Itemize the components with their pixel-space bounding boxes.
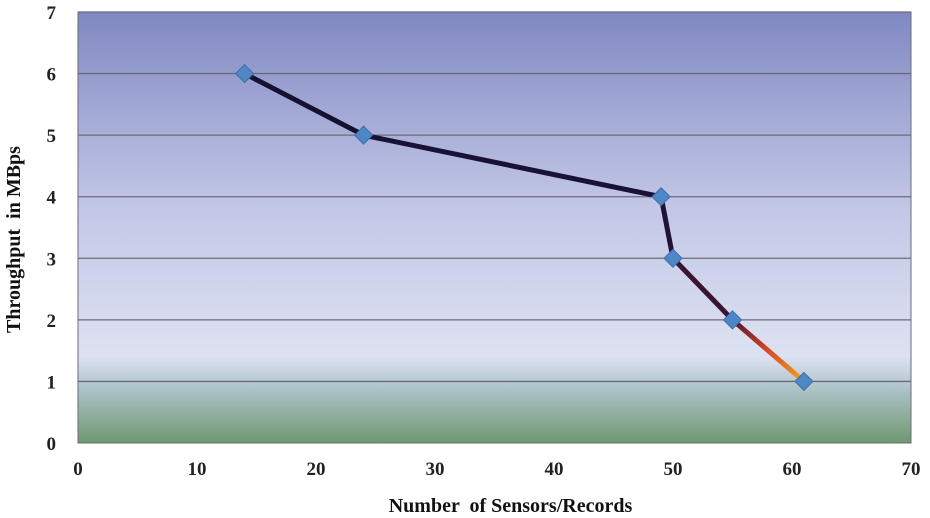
- series-segment-4: [670, 255, 735, 323]
- data-point-marker: [651, 187, 671, 207]
- x-tick-label: 0: [73, 459, 83, 480]
- data-point-marker: [234, 63, 255, 84]
- plot-border: [77, 11, 912, 444]
- x-axis-ticks: 0 10 20 30 40 50 60 70: [73, 459, 920, 480]
- series-segment-3: [658, 194, 676, 261]
- data-series: [242, 71, 807, 384]
- y-tick-label: 5: [47, 126, 57, 147]
- y-axis-title: Throughput in MBps: [3, 146, 25, 333]
- data-point-marker: [794, 371, 814, 392]
- data-point-marker: [663, 248, 683, 268]
- x-axis-title: Number of Sensors/Records: [389, 495, 633, 517]
- gridlines: [77, 11, 912, 444]
- data-point-marker: [353, 125, 374, 145]
- series-segment-2: [361, 132, 664, 200]
- y-tick-label: 0: [47, 434, 57, 455]
- y-tick-label: 3: [47, 249, 57, 270]
- x-tick-label: 70: [902, 459, 921, 480]
- x-tick-label: 40: [545, 459, 564, 480]
- data-markers: [234, 63, 814, 392]
- y-tick-label: 7: [47, 3, 57, 24]
- y-axis-ticks: 0 1 2 3 4 5 6 7: [47, 3, 57, 455]
- y-tick-label: 1: [47, 372, 57, 393]
- y-tick-label: 6: [47, 65, 57, 86]
- y-tick-label: 2: [47, 311, 57, 332]
- x-tick-label: 60: [783, 459, 802, 480]
- x-tick-label: 30: [426, 459, 445, 480]
- x-tick-label: 10: [188, 459, 207, 480]
- data-point-marker: [722, 310, 743, 330]
- x-tick-label: 50: [664, 459, 683, 480]
- plot-area: [78, 12, 911, 443]
- series-segment-1: [242, 71, 367, 138]
- x-tick-label: 20: [307, 459, 326, 480]
- series-segment-5: [730, 317, 807, 384]
- y-tick-label: 4: [47, 188, 57, 209]
